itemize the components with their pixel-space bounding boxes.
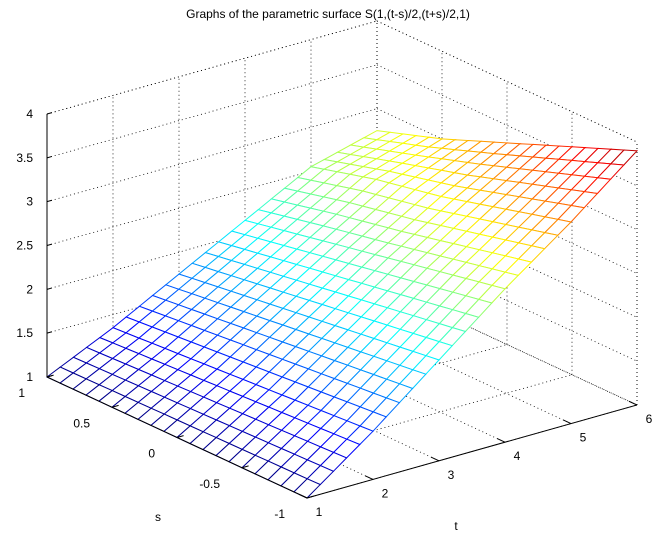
surface-mesh	[46, 130, 639, 499]
back-wall-gridline-z	[46, 20, 378, 115]
back-wall-gridline-z	[46, 64, 378, 159]
z-tick-label: 1	[26, 370, 33, 384]
s-tick-label: 1	[18, 386, 25, 400]
t-axis-line	[306, 404, 638, 499]
z-tick-label: 3.5	[16, 151, 33, 165]
s-tick-mark	[241, 465, 249, 469]
t-tick-mark	[562, 419, 572, 425]
y-axis-label: s	[155, 510, 161, 524]
z-tick-label: 3	[26, 195, 33, 209]
x-axis-label: t	[454, 519, 458, 533]
z-tick-mark	[46, 287, 53, 290]
t-tick-label: 2	[382, 486, 389, 500]
z-tick-label: 2.5	[16, 239, 33, 253]
s-tick-mark	[306, 495, 314, 499]
z-tick-label: 2	[26, 282, 33, 296]
z-tick-label: 4	[26, 107, 33, 121]
z-tick-mark	[46, 331, 53, 334]
s-tick-label: 0	[148, 447, 155, 461]
chart-title: Graphs of the parametric surface S(1,(t-…	[186, 7, 470, 21]
t-tick-mark	[364, 475, 374, 480]
t-tick-mark	[430, 456, 440, 462]
s-tick-label: -0.5	[199, 477, 220, 491]
t-tick-mark	[298, 493, 308, 499]
t-tick-mark	[628, 400, 638, 406]
s-tick-mark	[111, 404, 119, 408]
z-tick-mark	[46, 375, 53, 378]
z-tick-label: 1.5	[16, 326, 33, 340]
z-tick-mark	[46, 155, 53, 159]
z-tick-mark	[46, 243, 53, 246]
s-tick-mark	[176, 435, 184, 438]
t-tick-label: 5	[580, 431, 587, 445]
z-tick-mark	[46, 199, 53, 203]
t-tick-mark	[496, 438, 506, 443]
axes-layer	[46, 112, 638, 499]
t-tick-label: 1	[316, 505, 323, 519]
z-tick-mark	[46, 112, 53, 115]
t-tick-label: 4	[514, 449, 521, 463]
t-tick-label: 6	[646, 412, 653, 426]
s-tick-label: 0.5	[73, 416, 90, 430]
t-tick-label: 3	[448, 468, 455, 482]
s-tick-label: -1	[274, 507, 285, 521]
box-edge	[46, 20, 378, 115]
